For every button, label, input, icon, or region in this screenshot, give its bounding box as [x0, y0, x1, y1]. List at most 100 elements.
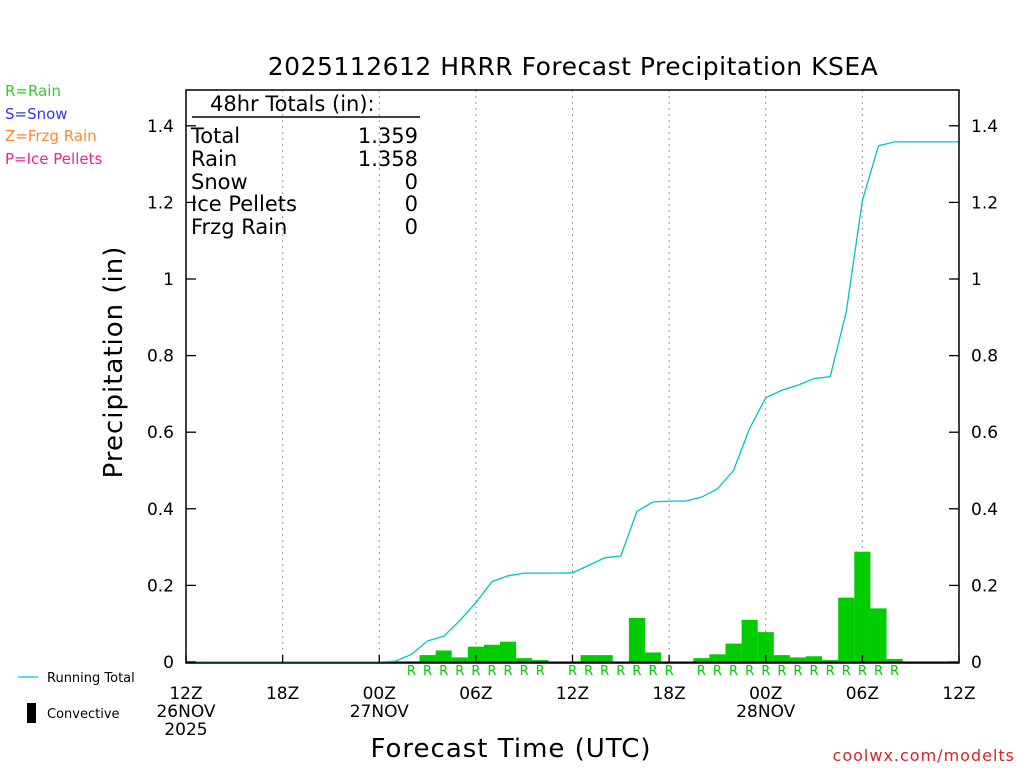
ptype-marker-rain: R: [423, 664, 432, 679]
x-tick-label: 06Z: [846, 684, 879, 704]
ptype-marker-rain: R: [826, 664, 835, 679]
ptype-marker-rain: R: [745, 664, 754, 679]
totals-label-ice-pellets: Ice Pellets: [191, 192, 297, 216]
x-tick-label: 28NOV: [736, 702, 795, 722]
ptype-marker-rain: R: [761, 664, 770, 679]
precip-bar: [451, 657, 468, 662]
ptype-marker-rain: R: [858, 664, 867, 679]
ptype-marker-rain: R: [697, 664, 706, 679]
precip-bar: [741, 619, 758, 662]
precip-bar: [628, 617, 645, 662]
precip-bar: [532, 660, 549, 662]
precip-bar: [806, 656, 823, 662]
precip-bar: [725, 643, 742, 662]
ptype-marker-rain: R: [568, 664, 577, 679]
precip-bar: [419, 655, 436, 662]
ptype-marker-rain: R: [729, 664, 738, 679]
precip-bar: [516, 658, 533, 662]
precip-bar: [580, 655, 597, 662]
ptype-marker-rain: R: [616, 664, 625, 679]
totals-value-frzg-rain: 0: [405, 215, 418, 239]
totals-label-rain: Rain: [191, 147, 237, 171]
ptype-marker-rain: R: [520, 664, 529, 679]
precip-bar: [886, 658, 903, 662]
ptype-marker-rain: R: [842, 664, 851, 679]
convective-legend-label: Convective: [47, 707, 120, 722]
precip-bar: [870, 608, 887, 662]
running-total-legend-label: Running Total: [47, 671, 135, 686]
y-axis-title: Precipitation (in): [99, 246, 129, 479]
y-tick-label-right: 0.2: [971, 576, 998, 596]
ptype-marker-rain: R: [455, 664, 464, 679]
totals-value-total: 1.359: [358, 124, 418, 148]
totals-value-rain: 1.358: [358, 147, 418, 171]
ptype-marker-rain: R: [487, 664, 496, 679]
x-axis-title: Forecast Time (UTC): [370, 734, 651, 764]
precip-bar: [693, 658, 710, 662]
ptype-marker-rain: R: [648, 664, 657, 679]
ptype-marker-rain: R: [874, 664, 883, 679]
x-tick-label: 00Z: [749, 684, 782, 704]
legend-snow: S=Snow: [5, 105, 68, 123]
totals-label-frzg-rain: Frzg Rain: [191, 215, 287, 239]
y-tick-label-right: 0.4: [971, 500, 998, 520]
ptype-marker-rain: R: [584, 664, 593, 679]
x-tick-label: 12Z: [169, 684, 202, 704]
y-tick-label-right: 0: [971, 653, 982, 673]
x-tick-label: 12Z: [556, 684, 589, 704]
chart-title: 2025112612 HRRR Forecast Precipitation K…: [268, 52, 878, 81]
gridlines: [282, 90, 863, 663]
ptype-marker-rain: R: [407, 664, 416, 679]
running-total-line: [186, 141, 959, 663]
ptype-marker-rain: R: [793, 664, 802, 679]
totals-value-snow: 0: [405, 170, 418, 194]
x-tick-label: 2025: [164, 720, 207, 740]
ptype-marker-rain: R: [777, 664, 786, 679]
y-tick-label-right: 0.6: [971, 423, 998, 443]
totals-heading: 48hr Totals (in):: [210, 92, 375, 116]
series-legend: Running Total Convective: [18, 671, 135, 723]
x-tick-label: 18Z: [652, 684, 685, 704]
precip-bar: [789, 657, 807, 662]
ptype-marker-rain: R: [504, 664, 513, 679]
axis-ticks: 0 00.2 0.20.4 0.40.6 0.60.8 0.81 11.2 1.21.4 1.4…: [147, 117, 998, 740]
y-tick-label-left: 0.6: [147, 423, 174, 443]
y-tick-label-left: 0.4: [147, 500, 174, 520]
x-tick-label: 27NOV: [350, 702, 409, 722]
x-tick-label: 12Z: [942, 684, 975, 704]
ptype-marker-rain: R: [713, 664, 722, 679]
ptype-marker-rain: R: [632, 664, 641, 679]
x-tick-label: 06Z: [459, 684, 492, 704]
x-tick-label: 18Z: [266, 684, 299, 704]
precip-bar: [644, 652, 662, 662]
precip-bar: [854, 551, 871, 662]
ptype-marker-rain: R: [439, 664, 448, 679]
x-tick-label: 26NOV: [156, 702, 215, 722]
x-tick-label: 00Z: [363, 684, 396, 704]
totals-label-snow: Snow: [191, 170, 248, 194]
precip-bar: [838, 597, 855, 662]
totals-label-total: Total: [190, 124, 240, 148]
precip-bar: [483, 644, 501, 662]
y-tick-label-left: 1: [163, 270, 174, 290]
precip-bar: [500, 641, 517, 662]
legend-ice-pellets: P=Ice Pellets: [5, 150, 102, 168]
precip-bars: [194, 551, 959, 663]
y-tick-label-right: 1.4: [971, 117, 998, 137]
ptype-marker-rain: R: [536, 664, 545, 679]
y-tick-label-left: 0.8: [147, 347, 174, 367]
ptype-legend: R=Rain S=Snow Z=Frzg Rain P=Ice Pellets: [5, 82, 102, 168]
precip-bar: [467, 646, 484, 662]
ptype-marker-rain: R: [471, 664, 480, 679]
ptype-marker-rain: R: [665, 664, 674, 679]
y-tick-label-left: 1.4: [147, 117, 174, 137]
convective-legend-swatch: [27, 703, 36, 723]
y-tick-label-left: 0: [163, 653, 174, 673]
precip-bar: [435, 650, 452, 662]
totals-value-ice-pellets: 0: [405, 192, 418, 216]
precip-bar: [822, 660, 839, 662]
y-tick-label-right: 1.2: [971, 193, 998, 213]
precip-bar: [709, 654, 726, 662]
